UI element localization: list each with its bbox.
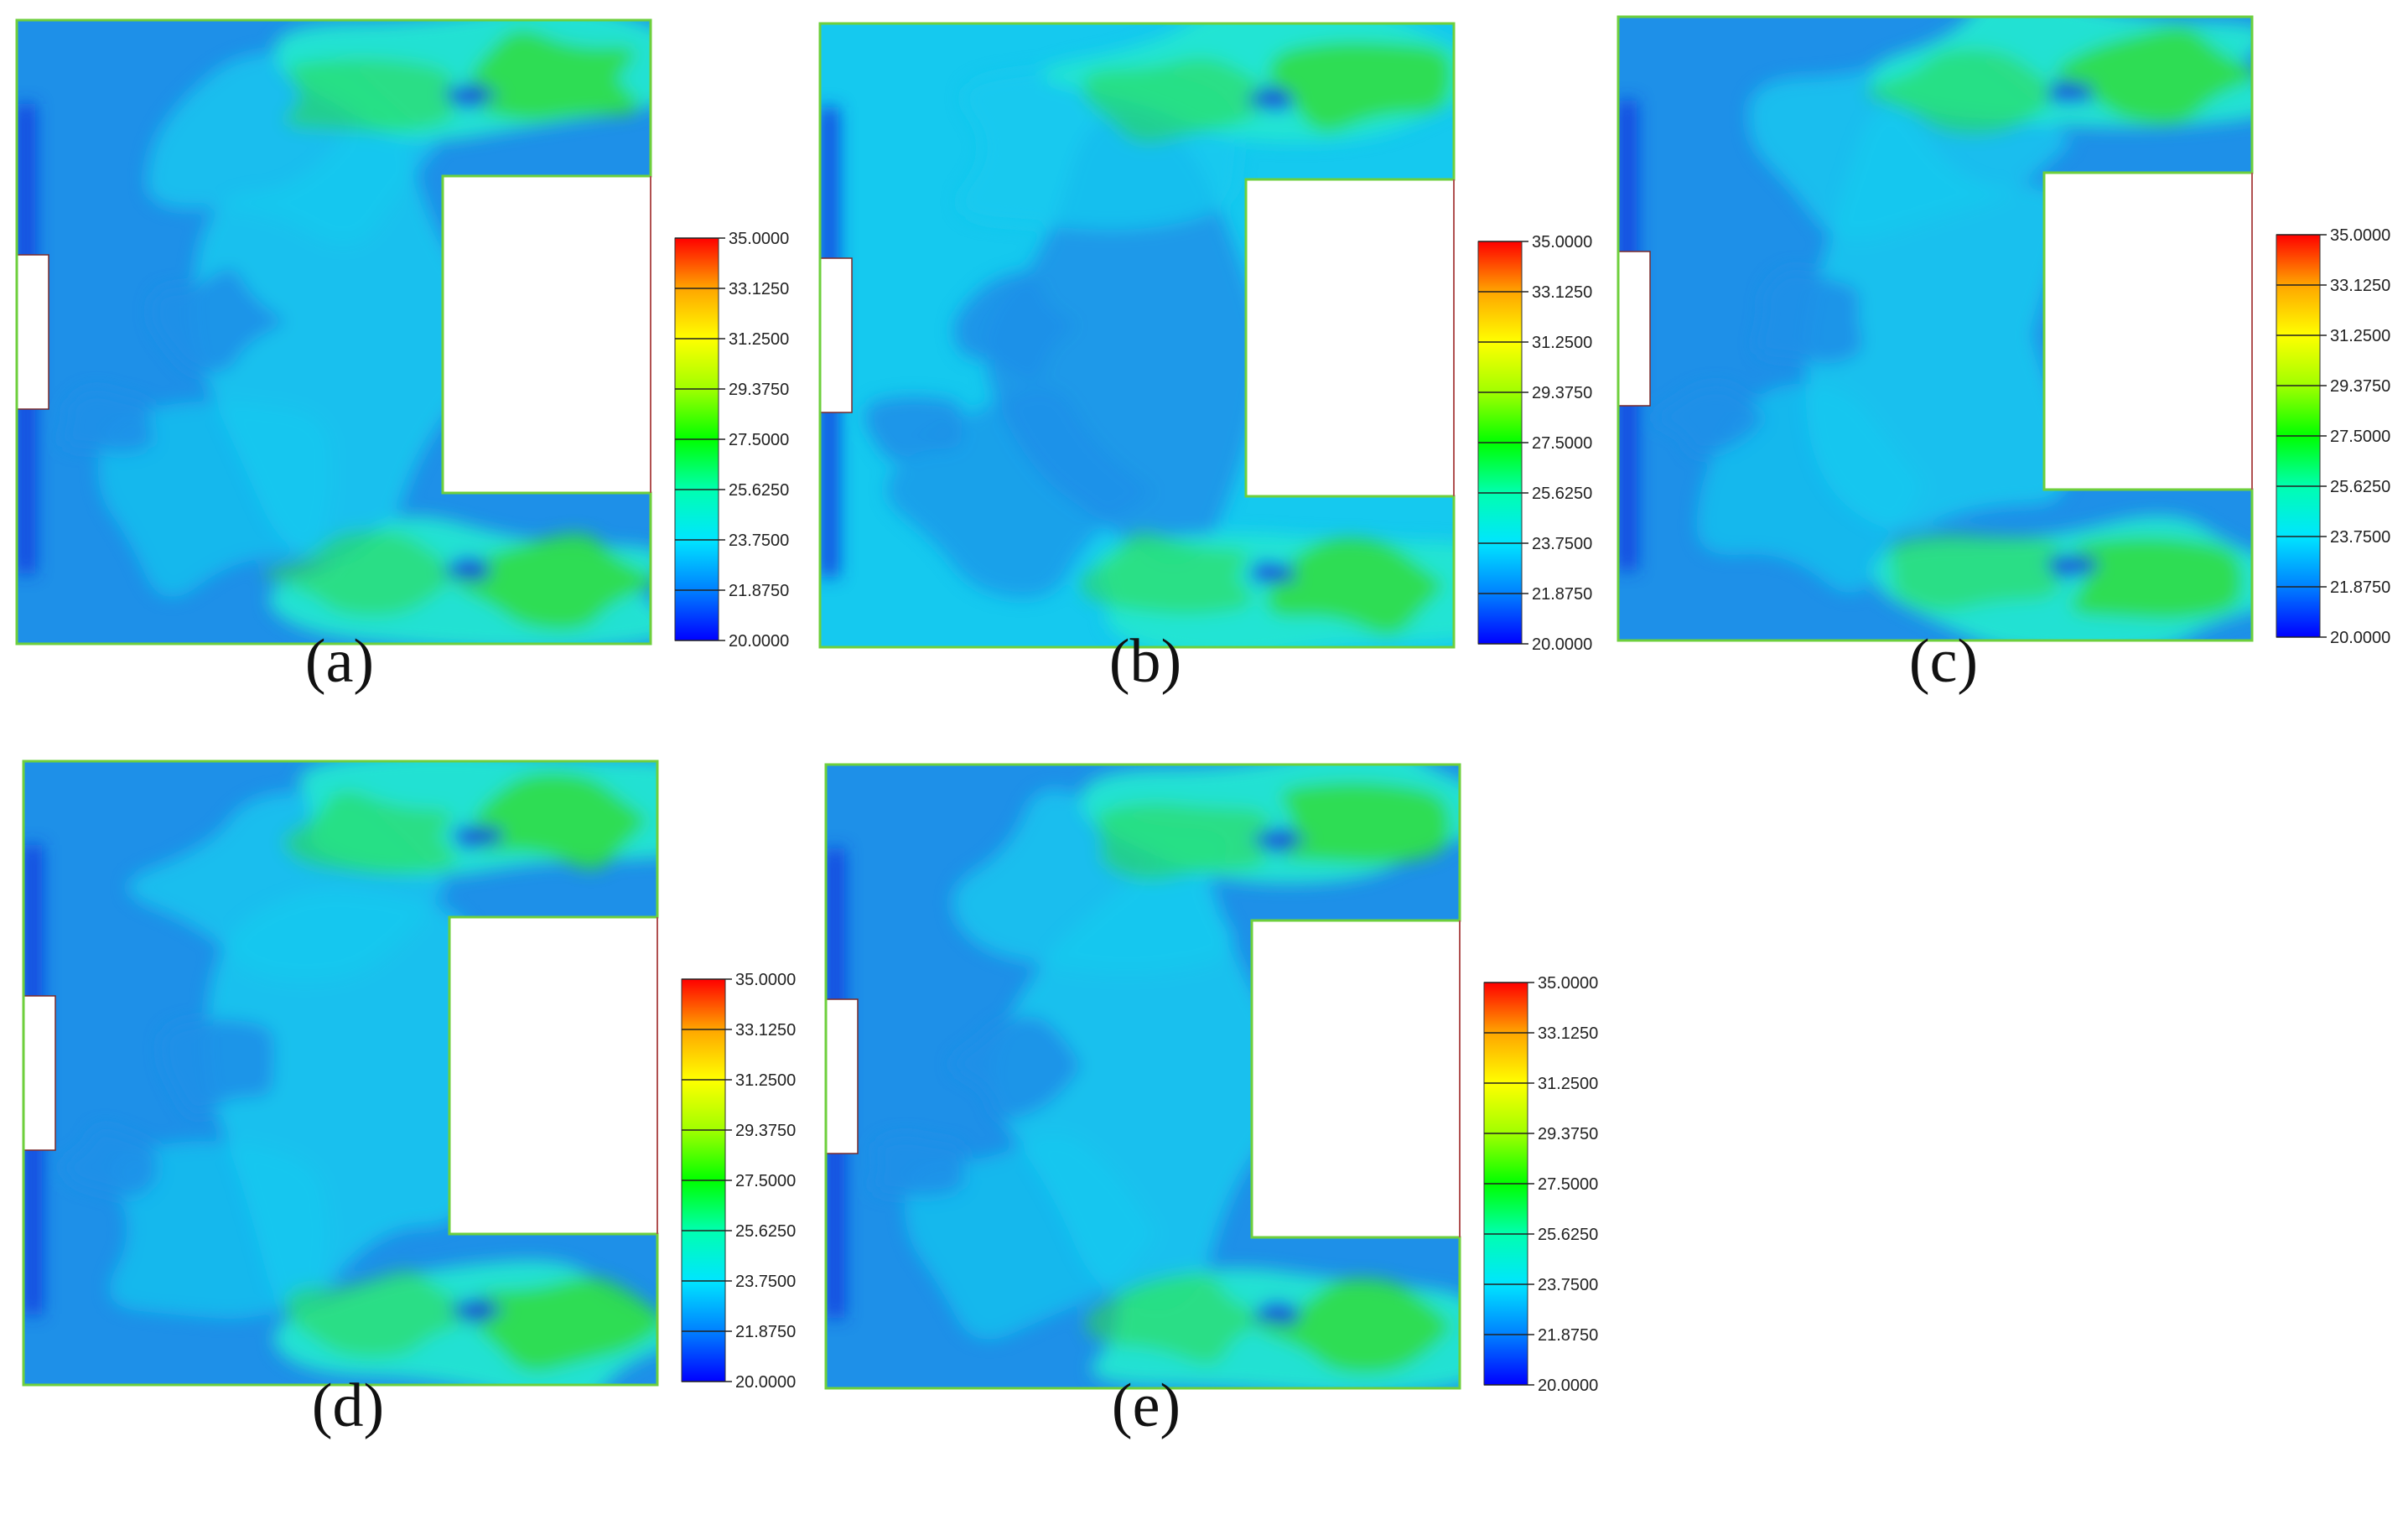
colorbar-tick-label: 20.0000 [729,632,789,651]
outlet-cutout [1246,179,1456,496]
inlet-opening [23,995,56,1151]
colorbar-tick-label: 35.0000 [1538,974,1598,993]
domain-border [818,22,1456,649]
colorbar-tick-label: 33.1250 [1538,1024,1598,1043]
panel-caption-b: (b) [1108,627,1182,696]
colorbar-tick-label: 20.0000 [735,1373,796,1392]
panel-caption-e: (e) [1111,1371,1181,1440]
colorbar-tick-label: 25.6250 [1532,485,1592,503]
colorbar-tick-label: 29.3750 [1532,384,1592,402]
inlet-opening [16,254,49,410]
colorbar-tick-label: 29.3750 [2330,377,2390,396]
outlet-cutout [2044,173,2254,490]
colorbar-tick-label: 31.2500 [1538,1075,1598,1093]
colorbar-tick-label: 23.7500 [1532,535,1592,553]
colorbar-tick-label: 27.5000 [729,431,789,449]
colorbar-tick-label: 21.8750 [2330,578,2390,597]
colorbar-tick-label: 25.6250 [1538,1226,1598,1244]
colorbar-tick-label: 20.0000 [1538,1377,1598,1395]
colorbar-tick-label: 35.0000 [1532,233,1592,251]
colorbar-tick-label: 23.7500 [1538,1276,1598,1294]
colorbar-tick-label: 29.3750 [1538,1125,1598,1143]
colorbar-tick-label: 27.5000 [735,1172,796,1190]
domain-border [15,18,652,646]
colorbar-tick-label: 31.2500 [735,1071,796,1090]
panel-caption-c: (c) [1908,627,1979,696]
outlet-cutout [449,917,659,1234]
colorbar: 35.0000 33.1250 31.2500 29.3750 27.5000 25.62… [2276,226,2390,647]
colorbar-tick-label: 21.8750 [729,582,789,600]
colorbar-tick-label: 31.2500 [1532,334,1592,352]
colorbar-tick-label: 33.1250 [729,280,789,298]
inlet-opening [819,257,853,413]
contour-plot-e: 35.0000 33.1250 31.2500 29.3750 27.5000 25.62… [824,763,1598,1395]
domain-border [1617,15,2254,642]
colorbar-tick-label: 35.0000 [729,230,789,248]
colorbar-tick-label: 20.0000 [2330,629,2390,647]
colorbar-tick-label: 29.3750 [735,1122,796,1140]
colorbar-tick-label: 33.1250 [735,1021,796,1040]
outlet-cutout [443,176,652,493]
contour-plot-b: 35.0000 33.1250 31.2500 29.3750 27.5000 25.62… [818,22,1592,654]
colorbar-tick-label: 27.5000 [1532,434,1592,453]
colorbar-tick-label: 23.7500 [2330,528,2390,547]
colorbar-tick-label: 35.0000 [2330,226,2390,245]
panel-caption-d: (d) [311,1371,385,1440]
domain-border [824,763,1461,1390]
colorbar: 35.0000 33.1250 31.2500 29.3750 27.5000 25.62… [674,230,789,651]
domain-border [22,760,659,1387]
colorbar: 35.0000 33.1250 31.2500 29.3750 27.5000 25.62… [1477,233,1592,654]
colorbar-tick-label: 21.8750 [1538,1326,1598,1345]
colorbar-tick-label: 25.6250 [2330,478,2390,496]
colorbar-tick-label: 31.2500 [729,330,789,349]
colorbar-tick-label: 33.1250 [2330,277,2390,295]
contour-plot-a: 35.0000 33.1250 31.2500 29.3750 27.5000 25.62… [15,18,789,651]
colorbar-tick-label: 35.0000 [735,971,796,989]
inlet-opening [825,998,859,1154]
colorbar-tick-label: 27.5000 [2330,428,2390,446]
contour-plot-c: 35.0000 33.1250 31.2500 29.3750 27.5000 25.62… [1617,15,2390,647]
colorbar-tick-label: 21.8750 [1532,585,1592,604]
colorbar: 35.0000 33.1250 31.2500 29.3750 27.5000 25.62… [1483,974,1598,1395]
colorbar-tick-label: 33.1250 [1532,283,1592,302]
colorbar-tick-label: 25.6250 [735,1222,796,1241]
inlet-opening [1617,251,1651,407]
colorbar-tick-label: 20.0000 [1532,635,1592,654]
colorbar-tick-label: 23.7500 [729,531,789,550]
panel-caption-a: (a) [304,627,375,696]
colorbar-tick-label: 31.2500 [2330,327,2390,345]
colorbar-tick-label: 29.3750 [729,381,789,399]
colorbar-tick-label: 23.7500 [735,1273,796,1291]
outlet-cutout [1252,920,1461,1237]
colorbar: 35.0000 33.1250 31.2500 29.3750 27.5000 25.62… [681,971,796,1392]
colorbar-tick-label: 25.6250 [729,481,789,500]
contour-plot-d: 35.0000 33.1250 31.2500 29.3750 27.5000 25.62… [22,760,796,1392]
colorbar-tick-label: 27.5000 [1538,1175,1598,1194]
colorbar-tick-label: 21.8750 [735,1323,796,1341]
